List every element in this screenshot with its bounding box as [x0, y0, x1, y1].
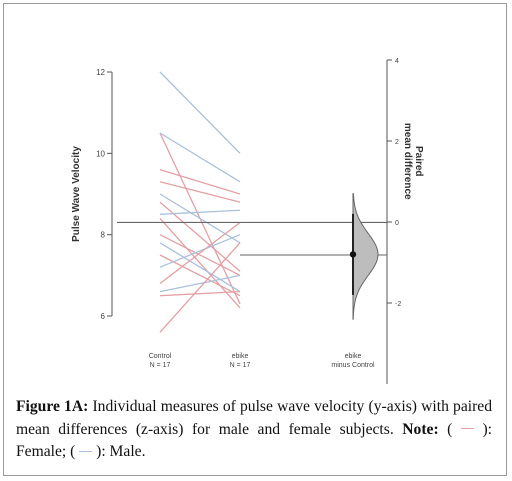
caption-note-label: Note: [402, 420, 439, 438]
figure-caption: Figure 1A: Individual measures of pulse … [16, 396, 492, 464]
paired-line-8 [159, 209, 241, 215]
y-tick-label-left-8: 8 [101, 231, 106, 240]
group-label-1: Control [149, 353, 172, 360]
paired-line-9 [159, 217, 241, 309]
paired-line-14 [159, 221, 241, 284]
y-tick-label-left-12: 12 [96, 68, 105, 77]
y-tick-label-right--2: -2 [395, 301, 401, 308]
paired-line-6 [159, 193, 241, 244]
delta-plot [117, 193, 387, 320]
paired-line-13 [159, 234, 241, 268]
caption-label: Figure 1A: [16, 398, 89, 415]
paired-line-17 [159, 242, 241, 333]
y-axis-left-title: Pulse Wave Velocity [71, 146, 82, 242]
y-tick-label-right-0: 0 [395, 220, 399, 227]
paired-line-5 [159, 181, 241, 203]
male-swatch [79, 450, 93, 452]
caption-female-pre: ( [438, 420, 461, 438]
delta-group-label-2: minus Control [331, 362, 375, 369]
paired-line-15 [159, 274, 241, 293]
caption-male-post: ): Male. [92, 443, 146, 460]
y-axis-left: 6 8 10 12 [96, 68, 113, 321]
paired-lines [159, 71, 241, 333]
paired-line-3 [159, 132, 241, 183]
paired-line-10 [159, 234, 241, 276]
y-tick-label-right-4: 4 [395, 58, 399, 65]
paired-line-16 [159, 290, 241, 297]
bootstrap-distribution [352, 193, 379, 320]
y-axis-right: -2 0 2 4 [386, 58, 401, 384]
y-tick-label-right-2: 2 [395, 139, 399, 146]
paired-line-1 [159, 71, 241, 154]
paired-line-4 [159, 168, 241, 195]
figure-frame [3, 3, 507, 476]
mean-difference-dot [349, 251, 357, 258]
y-axis-right-title-2: mean difference [402, 123, 413, 200]
group-label-2: ebike [232, 353, 249, 360]
group-n-1: N = 17 [150, 362, 171, 369]
axis-labels: Control N = 17 ebike N = 17 ebike minus Contr… [71, 123, 424, 369]
estimation-plot: 6 8 10 12 -2 0 2 4 Control N = 17 ebike N = 17 ebi… [71, 58, 424, 384]
y-tick-label-left-6: 6 [101, 312, 106, 321]
caption-text: Individual measures of pulse wave veloci… [16, 398, 492, 438]
female-swatch [460, 428, 474, 430]
delta-group-label-1: ebike [345, 353, 362, 360]
caption-female-post: ): Female; ( [16, 420, 492, 461]
group-n-2: N = 17 [230, 362, 251, 369]
y-axis-right-title-1: Paired [413, 146, 424, 177]
paired-line-11 [159, 242, 241, 293]
y-tick-label-left-10: 10 [96, 149, 105, 158]
